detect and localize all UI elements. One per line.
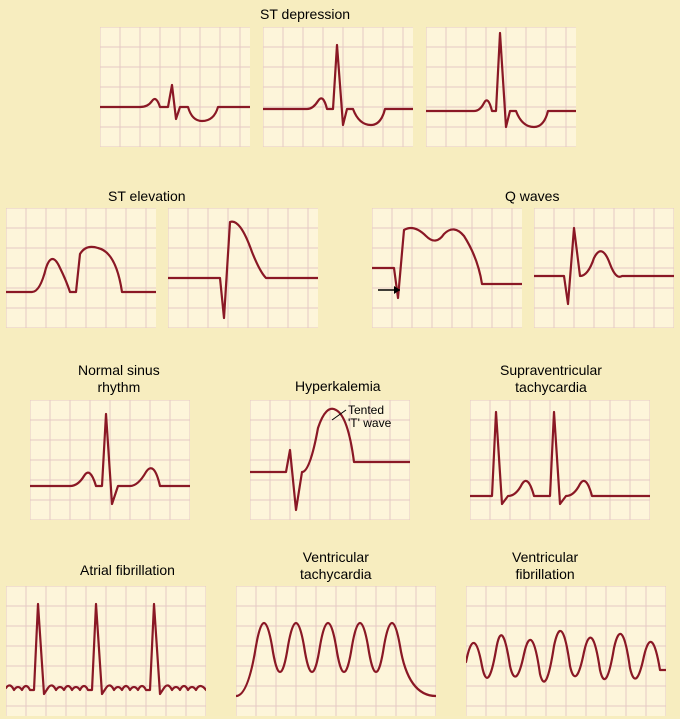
ecg-panel-std-3 xyxy=(426,27,576,147)
arrow-q-wave-arrow xyxy=(378,283,408,297)
label-st-elevation: ST elevation xyxy=(108,188,186,205)
label-normal-sinus: Normal sinusrhythm xyxy=(78,362,160,396)
ecg-panel-nsr xyxy=(30,400,190,520)
ecg-panel-afib-p xyxy=(6,586,206,716)
label-svt: Supraventriculartachycardia xyxy=(500,362,602,396)
ecg-panel-std-1 xyxy=(100,27,250,147)
label-q-waves: Q waves xyxy=(505,188,559,205)
ecg-panel-vfib-p xyxy=(466,586,666,716)
annotation-tented-t: Tented'T' wave xyxy=(348,404,391,430)
ecg-panel-svt-p xyxy=(470,400,650,520)
label-afib: Atrial fibrillation xyxy=(80,562,175,579)
ecg-panel-ste-2 xyxy=(168,208,318,328)
ecg-panel-qw-1 xyxy=(372,208,522,328)
ecg-panel-vtach-p xyxy=(236,586,436,716)
label-hyperkalemia: Hyperkalemia xyxy=(295,378,381,395)
label-vfib: Ventricularfibrillation xyxy=(512,549,578,583)
label-st-depression: ST depression xyxy=(260,6,350,23)
ecg-panel-qw-2 xyxy=(534,208,674,328)
ecg-panel-ste-1 xyxy=(6,208,156,328)
label-vtach: Ventriculartachycardia xyxy=(300,549,372,583)
ecg-panel-std-2 xyxy=(263,27,413,147)
